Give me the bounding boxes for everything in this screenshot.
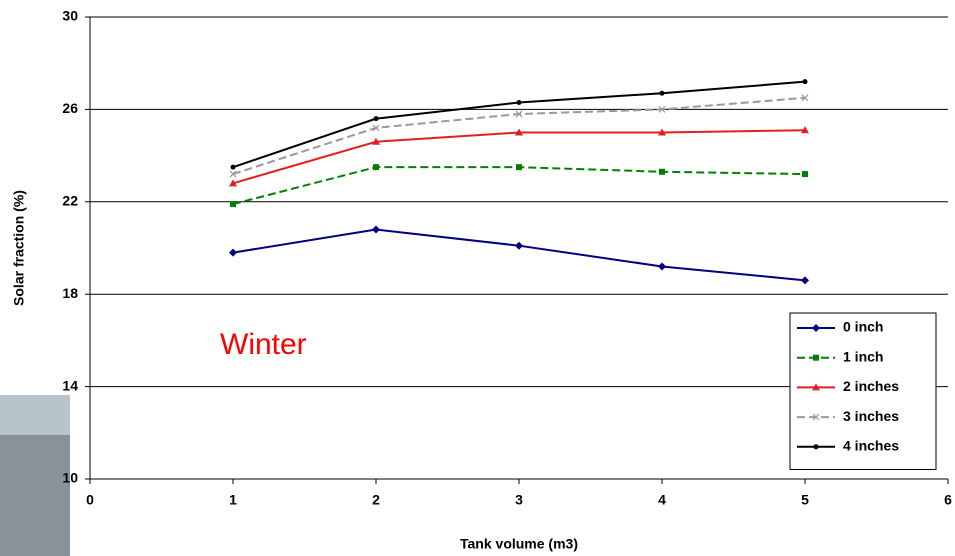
marker (659, 168, 665, 175)
marker (230, 164, 236, 170)
legend-label: 4 inches (843, 438, 899, 454)
marker (801, 126, 809, 134)
legend-marker (813, 354, 819, 361)
y-axis-title: Solar fraction (%) (11, 190, 27, 306)
y-tick-label: 10 (62, 470, 78, 486)
legend-marker (812, 383, 820, 391)
marker (516, 99, 522, 105)
y-tick-label: 14 (62, 377, 78, 393)
x-tick-label: 0 (86, 492, 94, 508)
marker (659, 90, 665, 96)
marker (373, 116, 379, 122)
y-tick-label: 26 (62, 100, 78, 116)
legend-label: 0 inch (843, 319, 883, 335)
y-tick-label: 18 (62, 285, 78, 301)
marker (372, 225, 380, 234)
y-tick-label: 22 (62, 193, 78, 209)
marker (515, 128, 523, 136)
legend-marker (812, 413, 820, 421)
x-tick-label: 2 (372, 492, 380, 508)
legend-label: 1 inch (843, 348, 883, 364)
marker (515, 241, 523, 250)
marker (515, 110, 523, 118)
x-tick-label: 5 (801, 492, 809, 508)
marker (229, 170, 237, 178)
marker (802, 171, 808, 178)
series-line (232, 228, 806, 282)
marker (658, 105, 666, 113)
legend-box (789, 312, 937, 470)
marker (230, 201, 236, 208)
x-axis-title: Tank volume (m3) (460, 536, 578, 552)
marker (372, 137, 380, 145)
x-tick-label: 3 (515, 492, 523, 508)
marker (801, 276, 809, 285)
legend-marker (812, 324, 820, 332)
x-tick-label: 4 (658, 492, 666, 508)
marker (658, 128, 666, 136)
x-tick-label: 6 (944, 492, 952, 508)
legend-marker (813, 444, 819, 450)
marker (802, 79, 808, 85)
marker (373, 164, 379, 171)
legend-label: 3 inches (843, 408, 899, 424)
legend-label: 2 inches (843, 378, 899, 394)
marker (658, 262, 666, 271)
series-line (232, 166, 806, 206)
marker (801, 94, 809, 102)
marker (372, 124, 380, 132)
x-tick-label: 1 (229, 492, 237, 508)
y-tick-label: 30 (62, 8, 78, 24)
photo-fragment (0, 395, 70, 435)
series-line (232, 80, 806, 169)
marker (516, 164, 522, 171)
annotation: Winter (220, 328, 307, 361)
marker (229, 179, 237, 187)
marker (229, 248, 237, 257)
